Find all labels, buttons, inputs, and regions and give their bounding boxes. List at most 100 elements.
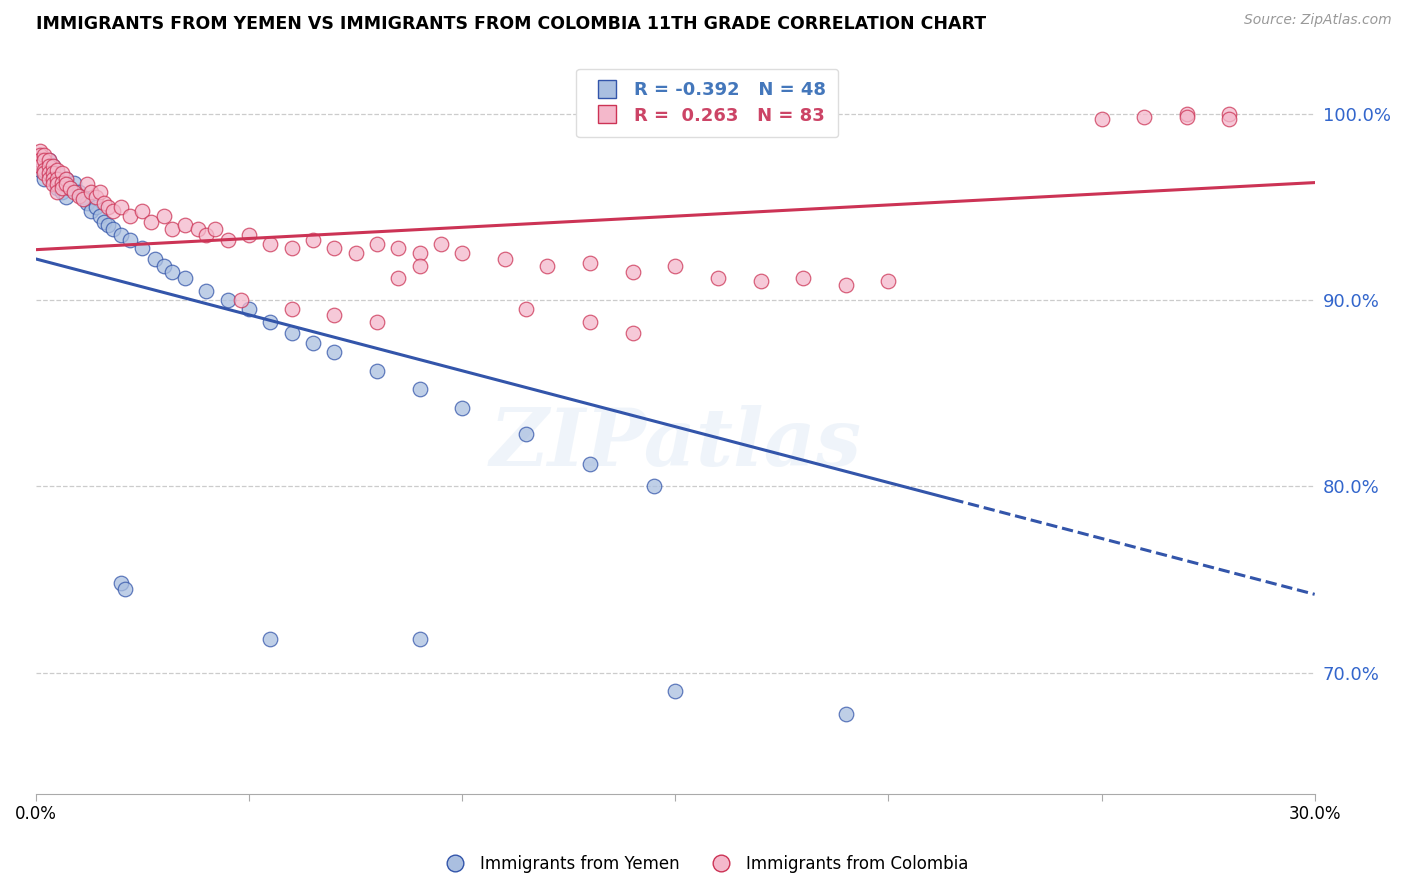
Point [153, 209, 176, 223]
Point [34, 162, 56, 177]
Point [30, 147, 52, 161]
Point [579, 256, 602, 270]
Point [366, 237, 388, 252]
Point [84, 190, 107, 204]
Point [80, 185, 103, 199]
Point [46, 172, 69, 186]
Point [42, 172, 65, 186]
Point [30, 159, 52, 173]
Point [38, 166, 60, 180]
Point [792, 270, 814, 285]
Point [408, 246, 430, 260]
Point [97, 219, 120, 233]
Point [344, 246, 367, 260]
Point [38, 159, 60, 173]
Point [110, 200, 132, 214]
Point [302, 233, 325, 247]
Point [110, 227, 132, 242]
Point [323, 241, 346, 255]
Point [51, 176, 73, 190]
Point [110, 576, 132, 591]
Point [51, 181, 73, 195]
Point [118, 209, 141, 223]
Point [259, 632, 281, 646]
Point [579, 457, 602, 471]
Point [162, 265, 184, 279]
Point [55, 172, 77, 186]
Text: ZIPatlas: ZIPatlas [489, 405, 862, 483]
Point [366, 364, 388, 378]
Point [76, 196, 98, 211]
Point [195, 284, 218, 298]
Text: IMMIGRANTS FROM YEMEN VS IMMIGRANTS FROM COLOMBIA 11TH GRADE CORRELATION CHART: IMMIGRANTS FROM YEMEN VS IMMIGRANTS FROM… [37, 15, 986, 33]
Point [42, 159, 65, 173]
Point [451, 401, 474, 415]
Point [323, 308, 346, 322]
Point [42, 166, 65, 180]
Point [76, 178, 98, 192]
Point [621, 265, 644, 279]
Point [131, 203, 153, 218]
Point [1133, 111, 1156, 125]
Point [229, 293, 252, 307]
Point [139, 215, 162, 229]
Point [38, 153, 60, 168]
Point [174, 219, 197, 233]
Point [749, 274, 772, 288]
Point [877, 274, 900, 288]
Point [114, 582, 136, 596]
Point [38, 153, 60, 168]
Point [89, 209, 111, 223]
Point [42, 159, 65, 173]
Point [55, 172, 77, 186]
Point [51, 176, 73, 190]
Point [707, 270, 730, 285]
Point [835, 278, 858, 293]
Point [63, 185, 86, 199]
Text: Source: ZipAtlas.com: Source: ZipAtlas.com [1244, 13, 1392, 28]
Point [67, 188, 90, 202]
Point [536, 260, 558, 274]
Point [323, 345, 346, 359]
Point [174, 270, 197, 285]
Point [46, 178, 69, 192]
Point [187, 222, 209, 236]
Point [34, 172, 56, 186]
Point [387, 241, 409, 255]
Point [101, 203, 124, 218]
Point [259, 237, 281, 252]
Point [80, 203, 103, 218]
Point [118, 233, 141, 247]
Point [84, 200, 107, 214]
Point [34, 153, 56, 168]
Point [451, 246, 474, 260]
Point [42, 178, 65, 192]
Point [59, 181, 82, 195]
Point [280, 302, 302, 317]
Point [30, 144, 52, 158]
Legend: Immigrants from Yemen, Immigrants from Colombia: Immigrants from Yemen, Immigrants from C… [432, 848, 974, 880]
Point [621, 326, 644, 341]
Point [93, 196, 115, 211]
Point [430, 237, 453, 252]
Point [515, 302, 537, 317]
Point [38, 166, 60, 180]
Point [408, 383, 430, 397]
Point [46, 185, 69, 199]
Point [34, 147, 56, 161]
Point [101, 222, 124, 236]
Point [51, 185, 73, 199]
Legend: R = -0.392   N = 48, R =  0.263   N = 83: R = -0.392 N = 48, R = 0.263 N = 83 [576, 69, 838, 137]
Point [55, 178, 77, 192]
Point [302, 335, 325, 350]
Point [664, 684, 686, 698]
Point [387, 270, 409, 285]
Point [59, 181, 82, 195]
Point [280, 326, 302, 341]
Point [72, 192, 94, 206]
Point [280, 241, 302, 255]
Point [1218, 106, 1240, 120]
Point [835, 706, 858, 721]
Point [63, 176, 86, 190]
Point [579, 315, 602, 329]
